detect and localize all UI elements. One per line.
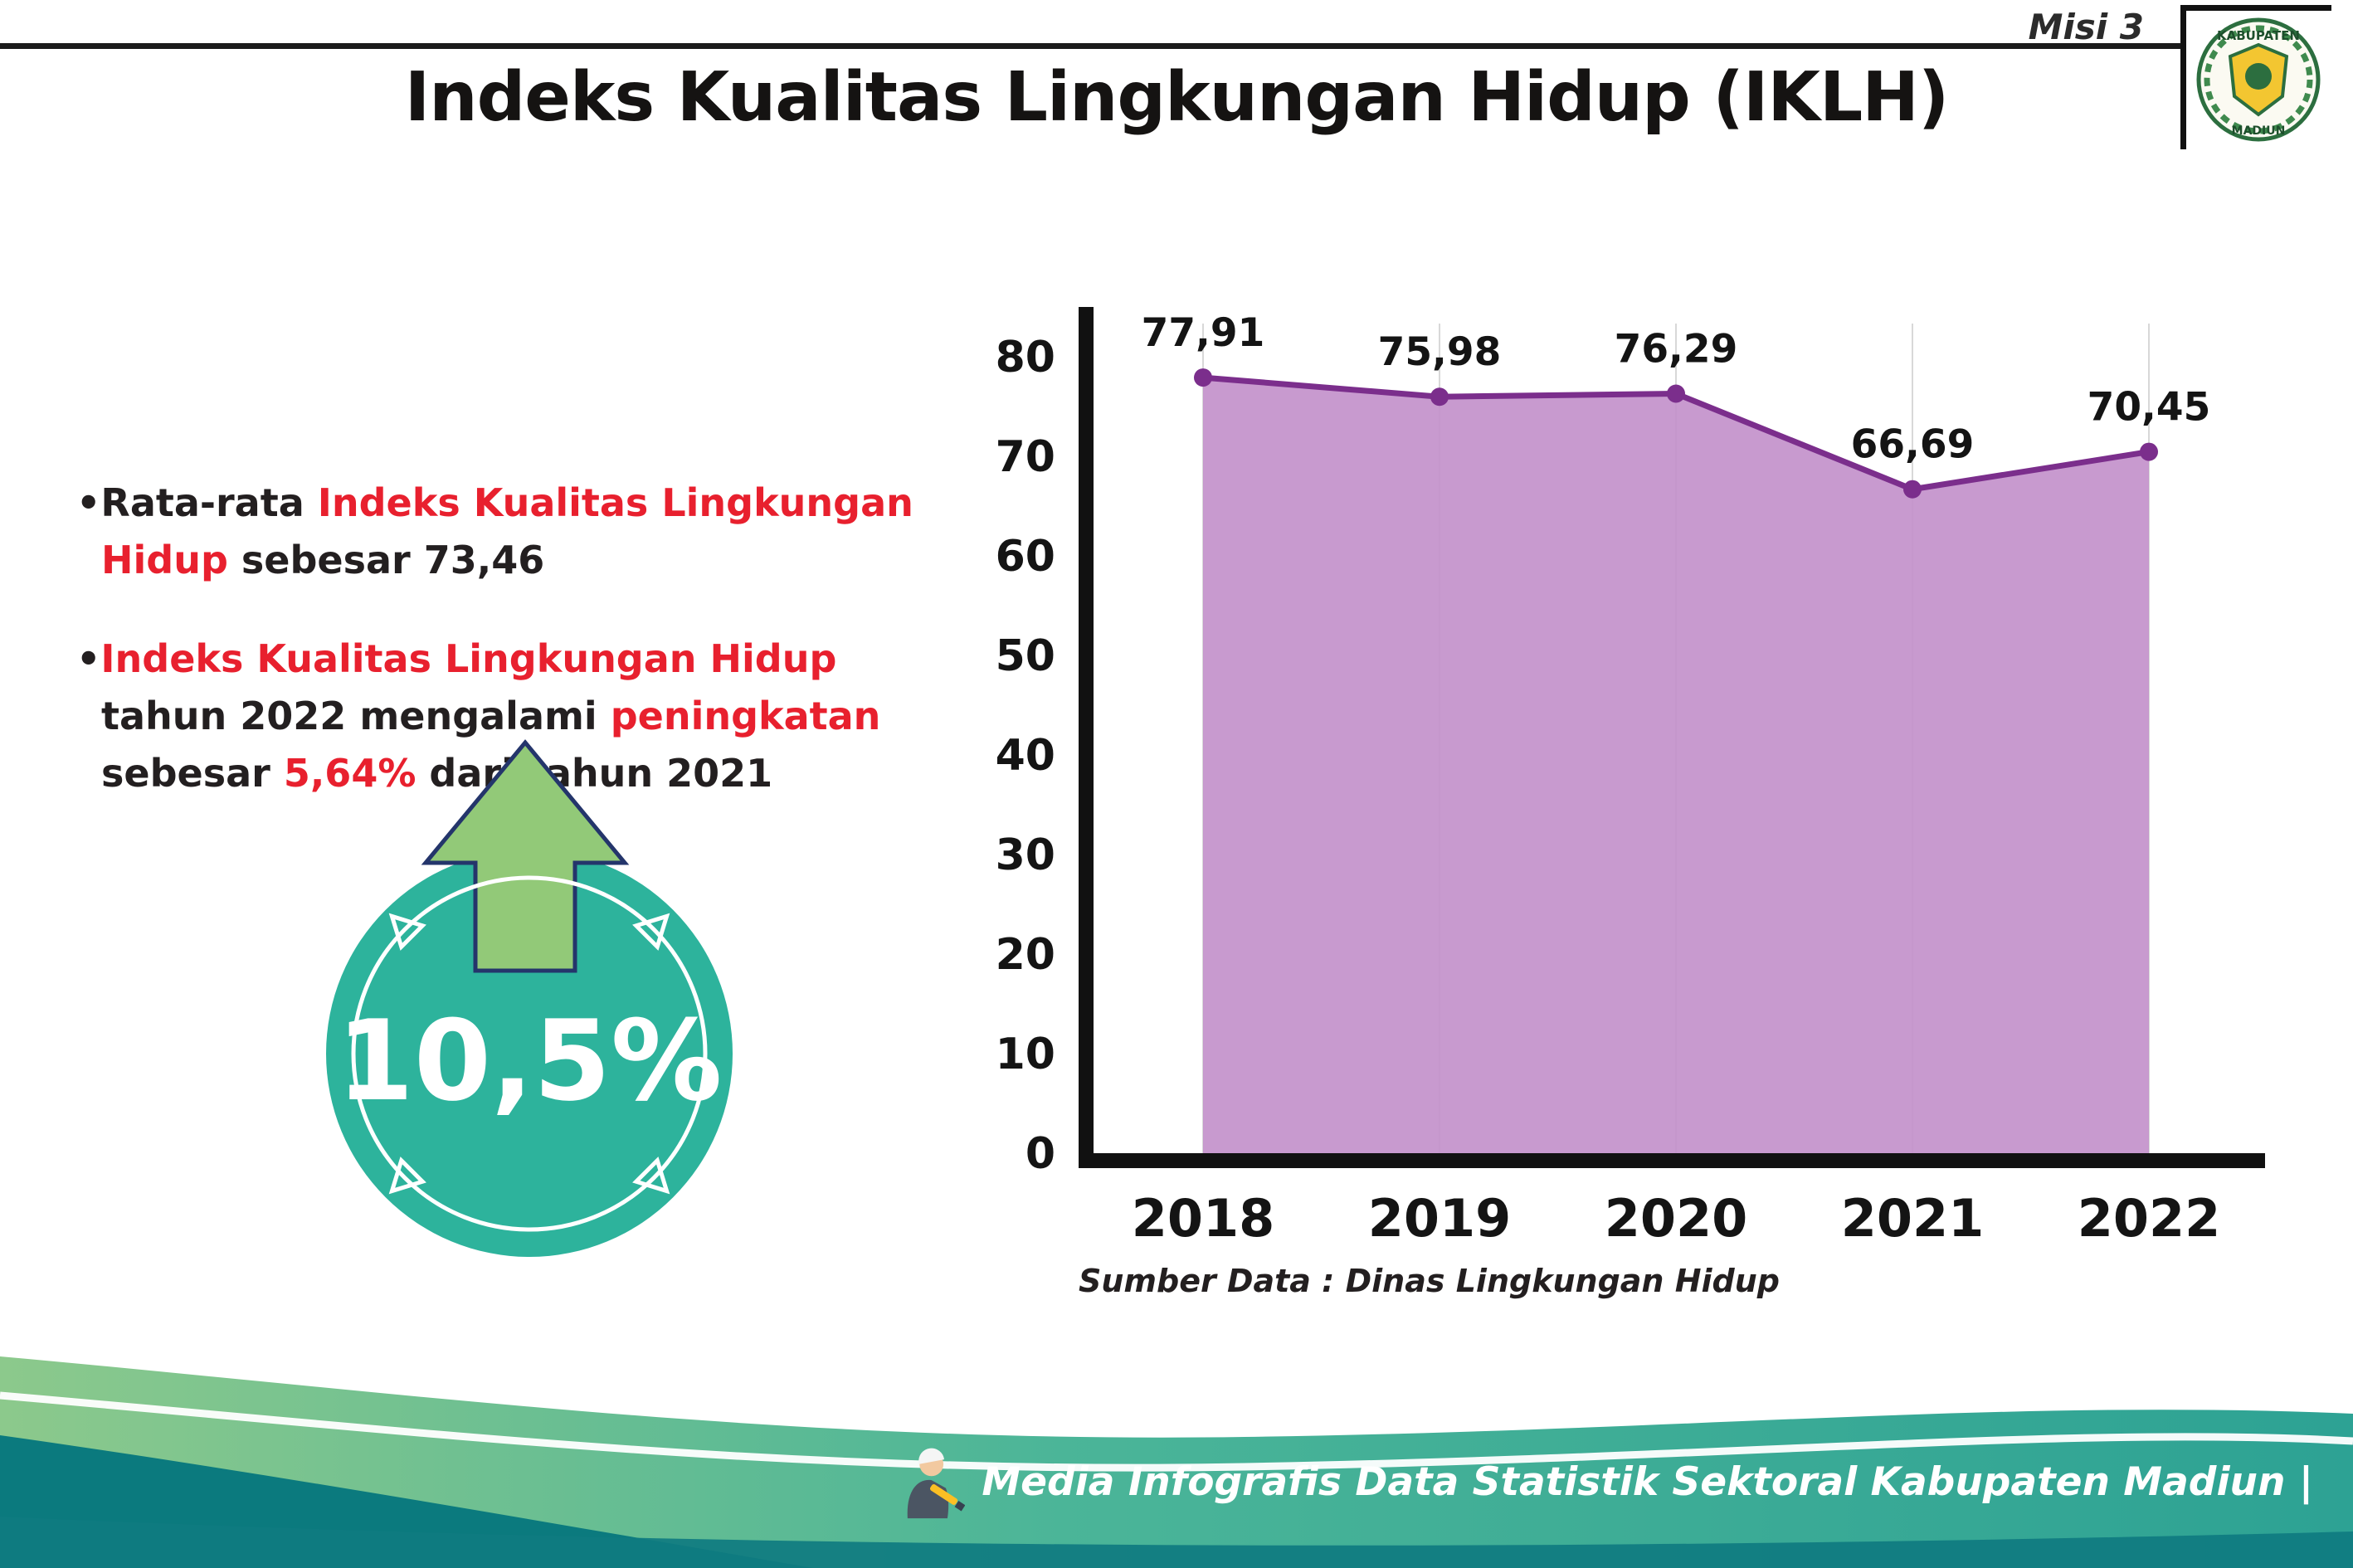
text-run: sebesar 73,46 <box>227 538 545 582</box>
chart-source-note: Sumber Data : Dinas Lingkungan Hidup <box>1079 1263 1780 1299</box>
y-tick-label: 40 <box>996 731 1055 781</box>
badge-circle <box>326 850 733 1257</box>
y-tick-label: 60 <box>996 532 1055 582</box>
y-tick-label: 0 <box>1025 1129 1055 1179</box>
x-category-label: 2019 <box>1368 1188 1512 1249</box>
x-category-label: 2018 <box>1132 1188 1275 1249</box>
x-category-label: 2021 <box>1841 1188 1985 1249</box>
increase-badge: 10,5% <box>326 739 733 1257</box>
text-run: Rata-rata <box>100 480 318 525</box>
iklh-chart-area: 77,91 75,98 76,29 66,69 70,45 0 10 20 30 40 50 60 70… <box>954 274 2315 1336</box>
value-label: 75,98 <box>1378 329 1502 375</box>
wave-main <box>0 1356 2353 1568</box>
text-run: Indeks Kualitas Lingkungan Hidup <box>101 480 913 582</box>
wave-white-line <box>0 1391 2353 1472</box>
kabupaten-madiun-logo: KABUPATEN MADIUN <box>2180 5 2331 149</box>
writer-mascot-icon <box>908 1448 966 1519</box>
iklh-area-chart: 77,91 75,98 76,29 66,69 70,45 0 10 20 30 40 50 60 70… <box>996 307 2265 1249</box>
logo-corner-bracket-vertical <box>2180 5 2186 149</box>
y-tick-label: 30 <box>996 830 1055 880</box>
value-label: 66,69 <box>1851 422 1975 468</box>
x-axis-bar <box>1079 1153 2265 1168</box>
text-run: tahun 2022 mengalami <box>101 694 611 738</box>
increase-percentage: 10,5% <box>337 996 723 1126</box>
up-arrow-icon <box>421 739 630 973</box>
misi-label: Misi 3 <box>2028 7 2144 47</box>
badge-inner-ring <box>351 875 708 1232</box>
text-run: • <box>76 636 101 681</box>
footer-wave-banner <box>0 1356 2353 1568</box>
x-category-label: 2022 <box>2078 1188 2221 1249</box>
key-findings: •Rata-rata Indeks Kualitas Lingkungan Hi… <box>76 475 956 844</box>
wave-bottom-strip <box>0 1517 2353 1568</box>
bullet-iklh-increase: •Indeks Kualitas Lingkungan Hidup tahun … <box>76 631 956 802</box>
logo-bottom-text: MADIUN <box>2232 124 2286 138</box>
page-title: Indeks Kualitas Lingkungan Hidup (IKLH) <box>404 58 1950 137</box>
footer-credit-text: Media Infografis Data Statistik Sektoral… <box>982 1458 2313 1505</box>
logo-top-text: KABUPATEN <box>2217 28 2300 43</box>
y-axis-bar <box>1079 307 1094 1168</box>
x-category-label: 2020 <box>1605 1188 1748 1249</box>
y-tick-label: 70 <box>996 432 1055 482</box>
value-label: 70,45 <box>2087 385 2211 431</box>
data-point <box>1903 480 1922 499</box>
text-run: • <box>76 480 101 525</box>
data-point <box>1667 384 1685 403</box>
data-point <box>1430 387 1449 407</box>
header-divider <box>0 43 2180 49</box>
text-run: peningkatan <box>610 694 881 738</box>
text-run: 5,64% <box>283 751 417 796</box>
y-tick-label: 10 <box>996 1030 1055 1079</box>
data-point <box>2140 442 2158 461</box>
text-run: Indeks Kualitas Lingkungan Hidup <box>100 636 837 681</box>
text-run: sebesar <box>101 751 284 796</box>
logo-corner-bracket-horizontal <box>2180 5 2331 11</box>
value-label: 76,29 <box>1615 327 1738 373</box>
value-label: 77,91 <box>1142 310 1265 356</box>
footer-credit: Media Infografis Data Statistik Sektoral… <box>885 1442 2313 1522</box>
series-area <box>1203 377 2149 1153</box>
y-tick-label: 50 <box>996 631 1055 681</box>
y-tick-label: 20 <box>996 930 1055 980</box>
ring-tick-triangles <box>388 913 670 1195</box>
bullet-average-iklh: •Rata-rata Indeks Kualitas Lingkungan Hi… <box>76 475 956 589</box>
emblem-icon: KABUPATEN MADIUN <box>2196 17 2321 142</box>
y-tick-label: 80 <box>996 333 1055 382</box>
data-point <box>1194 368 1212 387</box>
